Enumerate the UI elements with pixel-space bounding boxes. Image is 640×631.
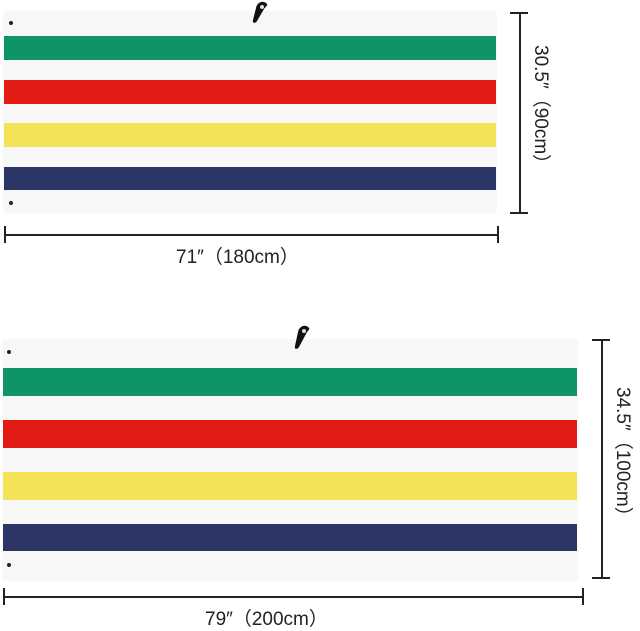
stripe-green <box>3 368 577 396</box>
height-label-small: 30.5″（90cm） <box>530 45 551 174</box>
grommet-bottom <box>7 563 11 567</box>
width-tick-right-small <box>497 226 499 243</box>
width-tick-left-small <box>4 226 6 243</box>
stripe-red <box>4 80 496 104</box>
grommet-top <box>9 21 13 25</box>
stripe-green <box>4 36 496 60</box>
width-tick-right-large <box>582 588 584 605</box>
width-label-small: 71″（180cm） <box>176 247 299 268</box>
clip-icon <box>294 325 310 349</box>
stripe-yellow <box>3 472 577 500</box>
width-dimension-line-small <box>4 234 498 236</box>
height-tick-bottom-large <box>592 577 610 579</box>
height-dimension-line-small <box>519 12 521 213</box>
height-tick-bottom-small <box>510 212 528 214</box>
stripe-navy <box>3 524 577 551</box>
height-dimension-line-large <box>601 339 603 578</box>
height-tick-top-large <box>592 339 610 341</box>
grommet-bottom <box>9 201 13 205</box>
grommet-top <box>7 350 11 354</box>
clip-icon <box>252 1 268 23</box>
height-tick-top-small <box>510 12 528 14</box>
width-tick-left-large <box>3 588 5 605</box>
height-label-large: 34.5″（100cm） <box>612 387 633 526</box>
stripe-navy <box>4 167 496 190</box>
stripe-yellow <box>4 123 496 147</box>
stripe-red <box>3 420 577 448</box>
towel-small <box>4 12 496 212</box>
towel-large <box>3 340 577 580</box>
width-label-large: 79″（200cm） <box>205 609 328 630</box>
width-dimension-line-large <box>3 596 583 598</box>
